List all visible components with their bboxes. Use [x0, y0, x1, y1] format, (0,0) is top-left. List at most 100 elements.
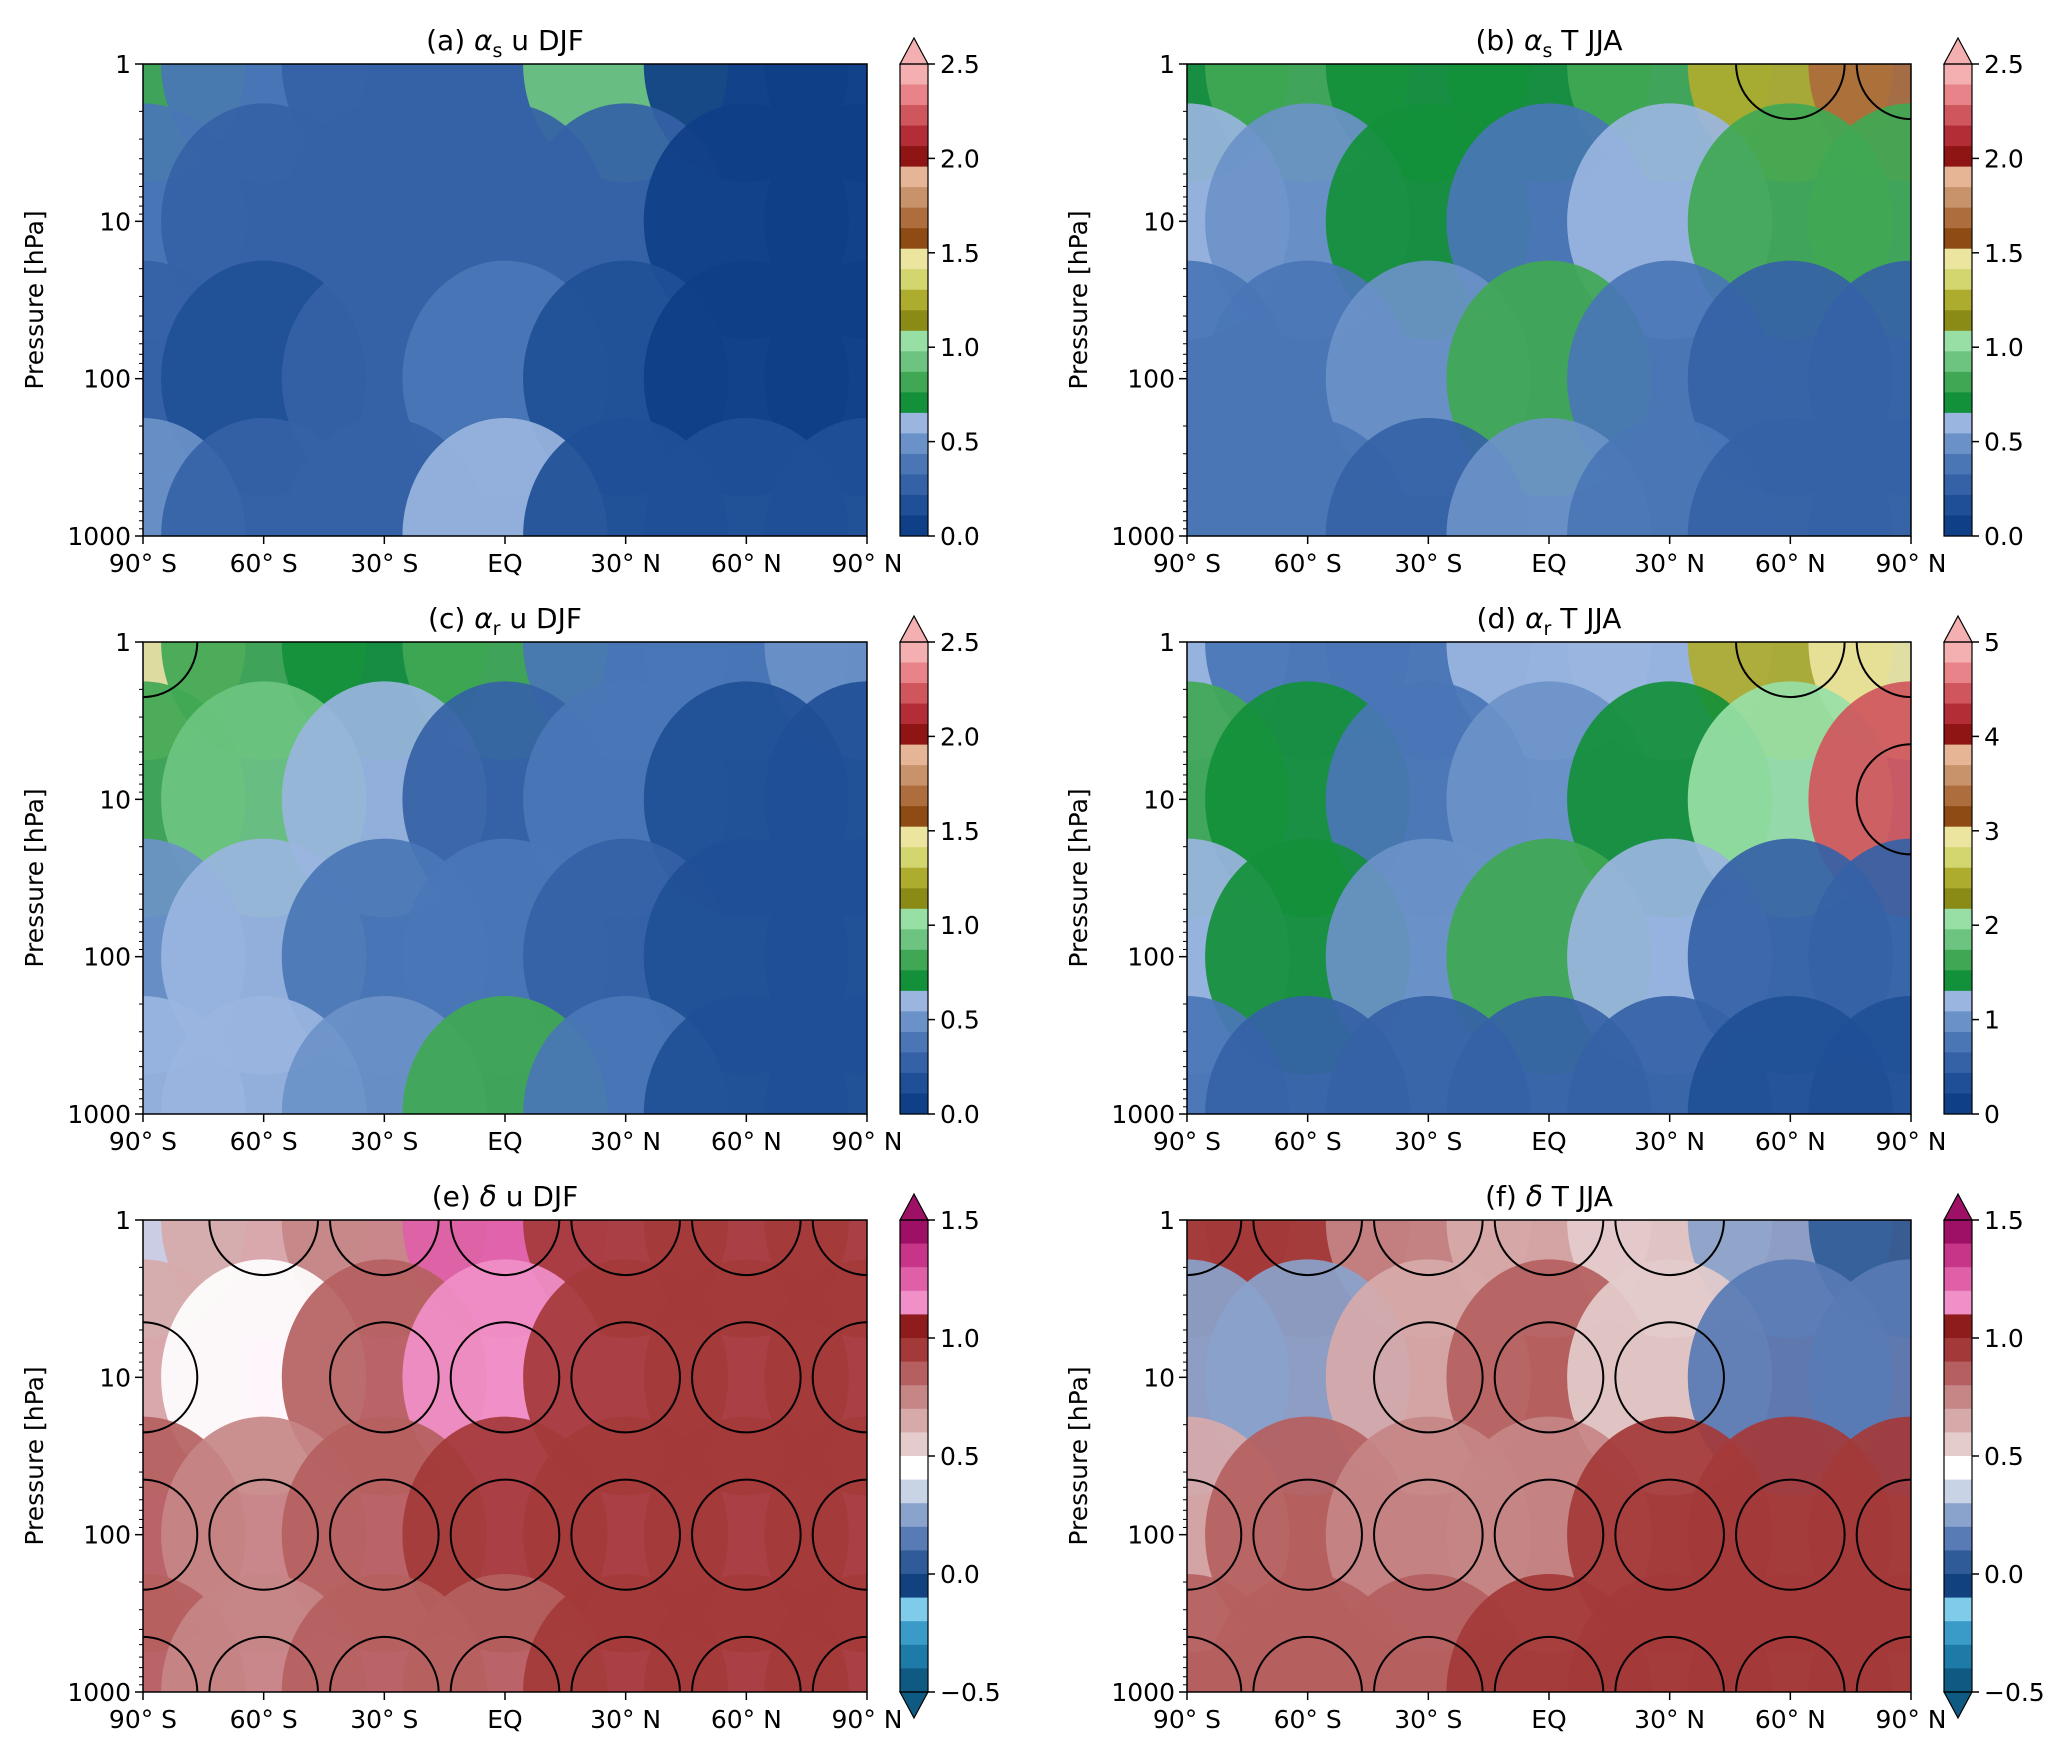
colorbar-segment — [1944, 888, 1972, 910]
colorbar-segment — [900, 474, 928, 496]
x-tick-label: 30° N — [590, 549, 661, 578]
colorbar-segment — [1944, 1361, 1972, 1386]
x-tick-label: EQ — [1531, 1127, 1566, 1156]
colorbar-segment — [900, 1011, 928, 1033]
colorbar-segment — [1944, 125, 1972, 147]
contour-line — [691, 1635, 802, 1692]
colorbar-segment — [900, 1220, 928, 1245]
colorbar-tick-label: 1.0 — [1984, 333, 2024, 362]
y-tick-label: 10 — [99, 207, 131, 236]
colorbar-segment — [1944, 310, 1972, 332]
contour-line — [1735, 1635, 1846, 1692]
colorbar-tick-label: 4 — [1984, 722, 2000, 751]
y-tick-label: 100 — [83, 1521, 131, 1550]
contour-line — [449, 1635, 561, 1692]
x-tick-label: 60° N — [711, 1127, 782, 1156]
x-tick-label: 90° N — [832, 1705, 903, 1734]
y-tick-label: 1 — [115, 50, 131, 79]
colorbar-segment — [900, 166, 928, 188]
y-tick-label: 100 — [1127, 1521, 1175, 1550]
field-d — [1187, 642, 1911, 1114]
colorbar-segment — [900, 1574, 928, 1599]
y-axis-label-c: Pressure [hPa] — [20, 788, 49, 967]
colorbar-tick-label: 1.5 — [940, 817, 980, 846]
colorbar-segment — [1944, 949, 1972, 971]
field-cell — [1808, 1574, 1911, 1692]
title-suffix: T JJA — [1543, 1180, 1613, 1213]
colorbar-segment — [900, 929, 928, 951]
colorbar-segment — [1944, 453, 1972, 476]
colorbar-segment — [900, 1432, 928, 1457]
colorbar-segment — [900, 970, 928, 992]
colorbar-segment — [900, 847, 928, 869]
colorbar-segment — [900, 1644, 928, 1669]
y-tick-label: 1000 — [1111, 1100, 1175, 1129]
colorbar-segment — [1944, 515, 1972, 537]
x-tick-label: 90° S — [109, 1705, 177, 1734]
colorbar-extend-max — [898, 36, 930, 65]
y-tick-label: 10 — [1143, 785, 1175, 814]
x-tick-label: 90° S — [109, 549, 177, 578]
colorbar-segment — [1944, 1267, 1972, 1292]
colorbar-tick-label: 1.5 — [940, 1206, 980, 1235]
colorbar-segment — [1944, 84, 1972, 106]
colorbar-tick-label: 1 — [1984, 1006, 2000, 1035]
x-tick-label: EQ — [487, 1127, 522, 1156]
colorbar-segment — [1944, 1072, 1972, 1095]
y-tick-label: 100 — [1127, 943, 1175, 972]
colorbar-segment — [1944, 433, 1972, 455]
x-tick-label: 90° N — [832, 1127, 903, 1156]
field-b — [1187, 64, 1911, 536]
contour-line — [1614, 1478, 1725, 1591]
colorbar-segment — [1944, 371, 1972, 393]
colorbar-segment — [900, 105, 928, 127]
colorbar-segment — [900, 806, 928, 828]
x-tick-label: 60° N — [1755, 549, 1826, 578]
colorbar-tick-label: 0.0 — [940, 522, 980, 551]
contour-line — [570, 1478, 681, 1591]
title-suffix: u DJF — [502, 24, 583, 57]
y-tick-label: 1 — [1159, 1206, 1175, 1235]
colorbar-extend-max — [898, 1192, 930, 1221]
colorbar-segment — [900, 269, 928, 291]
contour-line — [811, 1478, 867, 1591]
colorbar-segment — [900, 330, 928, 352]
colorbar-tick-label: 1.0 — [940, 333, 980, 362]
colorbar-tick-label: 2.5 — [1984, 50, 2024, 79]
x-tick-label: 60° S — [230, 1705, 298, 1734]
title-symbol: δ — [480, 1180, 497, 1213]
contour-line — [208, 1478, 319, 1591]
colorbar-segment — [900, 1479, 928, 1504]
contour-line — [1252, 1635, 1363, 1692]
contour-line — [1493, 1321, 1605, 1434]
colorbar-tick-label: 2 — [1984, 911, 2000, 940]
colorbar-segment — [1944, 765, 1972, 787]
colorbar-segment — [1944, 806, 1972, 828]
colorbar-segment — [1944, 826, 1972, 848]
colorbar-segment — [1944, 1011, 1972, 1033]
x-tick-label: 30° S — [1394, 1705, 1462, 1734]
colorbar-segment — [1944, 166, 1972, 188]
colorbar-segment — [1944, 64, 1972, 86]
colorbar-segment — [1944, 1093, 1972, 1115]
x-tick-label: 30° N — [590, 1127, 661, 1156]
colorbar-segment — [900, 1597, 928, 1622]
colorbar-segment — [1944, 1668, 1972, 1693]
x-tick-label: 60° N — [1755, 1127, 1826, 1156]
colorbar-tick-label: 5 — [1984, 628, 2000, 657]
colorbar-segment — [1944, 1314, 1972, 1339]
colorbar-b: 2.5 2.0 1.5 1.0 0.5 0.0 — [1942, 36, 2024, 551]
x-tick-label: 30° N — [590, 1705, 661, 1734]
colorbar-tick-label: 2.5 — [940, 50, 980, 79]
colorbar-segment — [1944, 269, 1972, 291]
x-tick-label: 60° N — [711, 549, 782, 578]
title-suffix: T JJA — [1551, 602, 1621, 635]
x-tick-label: EQ — [1531, 549, 1566, 578]
colorbar-segment — [1944, 1503, 1972, 1528]
contour-line — [329, 1478, 440, 1591]
